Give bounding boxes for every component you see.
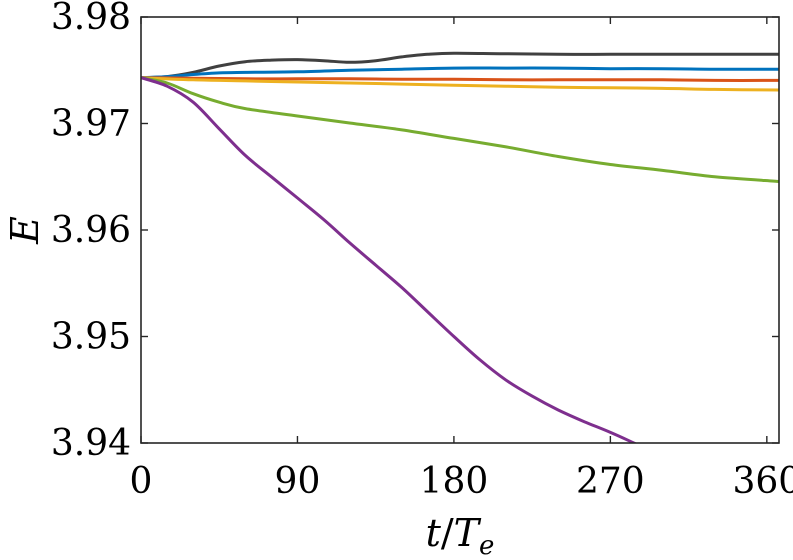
x-axis-label: t/Te [426,511,495,560]
x-axis-label-slash: / [441,511,454,555]
x-axis-label-sub: e [479,531,494,560]
y-tick-label: 3.97 [51,104,131,145]
x-axis-label-num: t [426,511,442,555]
x-tick-label: 180 [420,461,489,502]
series-line-2 [141,66,779,80]
series-line-5 [141,76,779,183]
series-line-3 [141,76,779,82]
y-tick-label: 3.95 [51,317,131,358]
y-axis-label: E [3,216,47,245]
series-line-1 [141,51,779,80]
x-tick-label: 90 [275,461,321,502]
x-tick-label: 0 [130,461,153,502]
series-layer [141,51,779,443]
y-tick-label: 3.98 [51,0,131,38]
x-tick-label: 270 [576,461,645,502]
series-line-4 [141,76,779,92]
x-axis: 0 90 180 270 360 [130,17,793,502]
y-tick-label: 3.96 [51,210,131,251]
y-tick-label: 3.94 [51,423,131,464]
x-axis-label-den: T [454,511,482,555]
x-tick-label: 360 [732,461,793,502]
y-axis: 3.94 3.95 3.96 3.97 3.98 [51,0,779,464]
series-line-6 [141,76,638,443]
